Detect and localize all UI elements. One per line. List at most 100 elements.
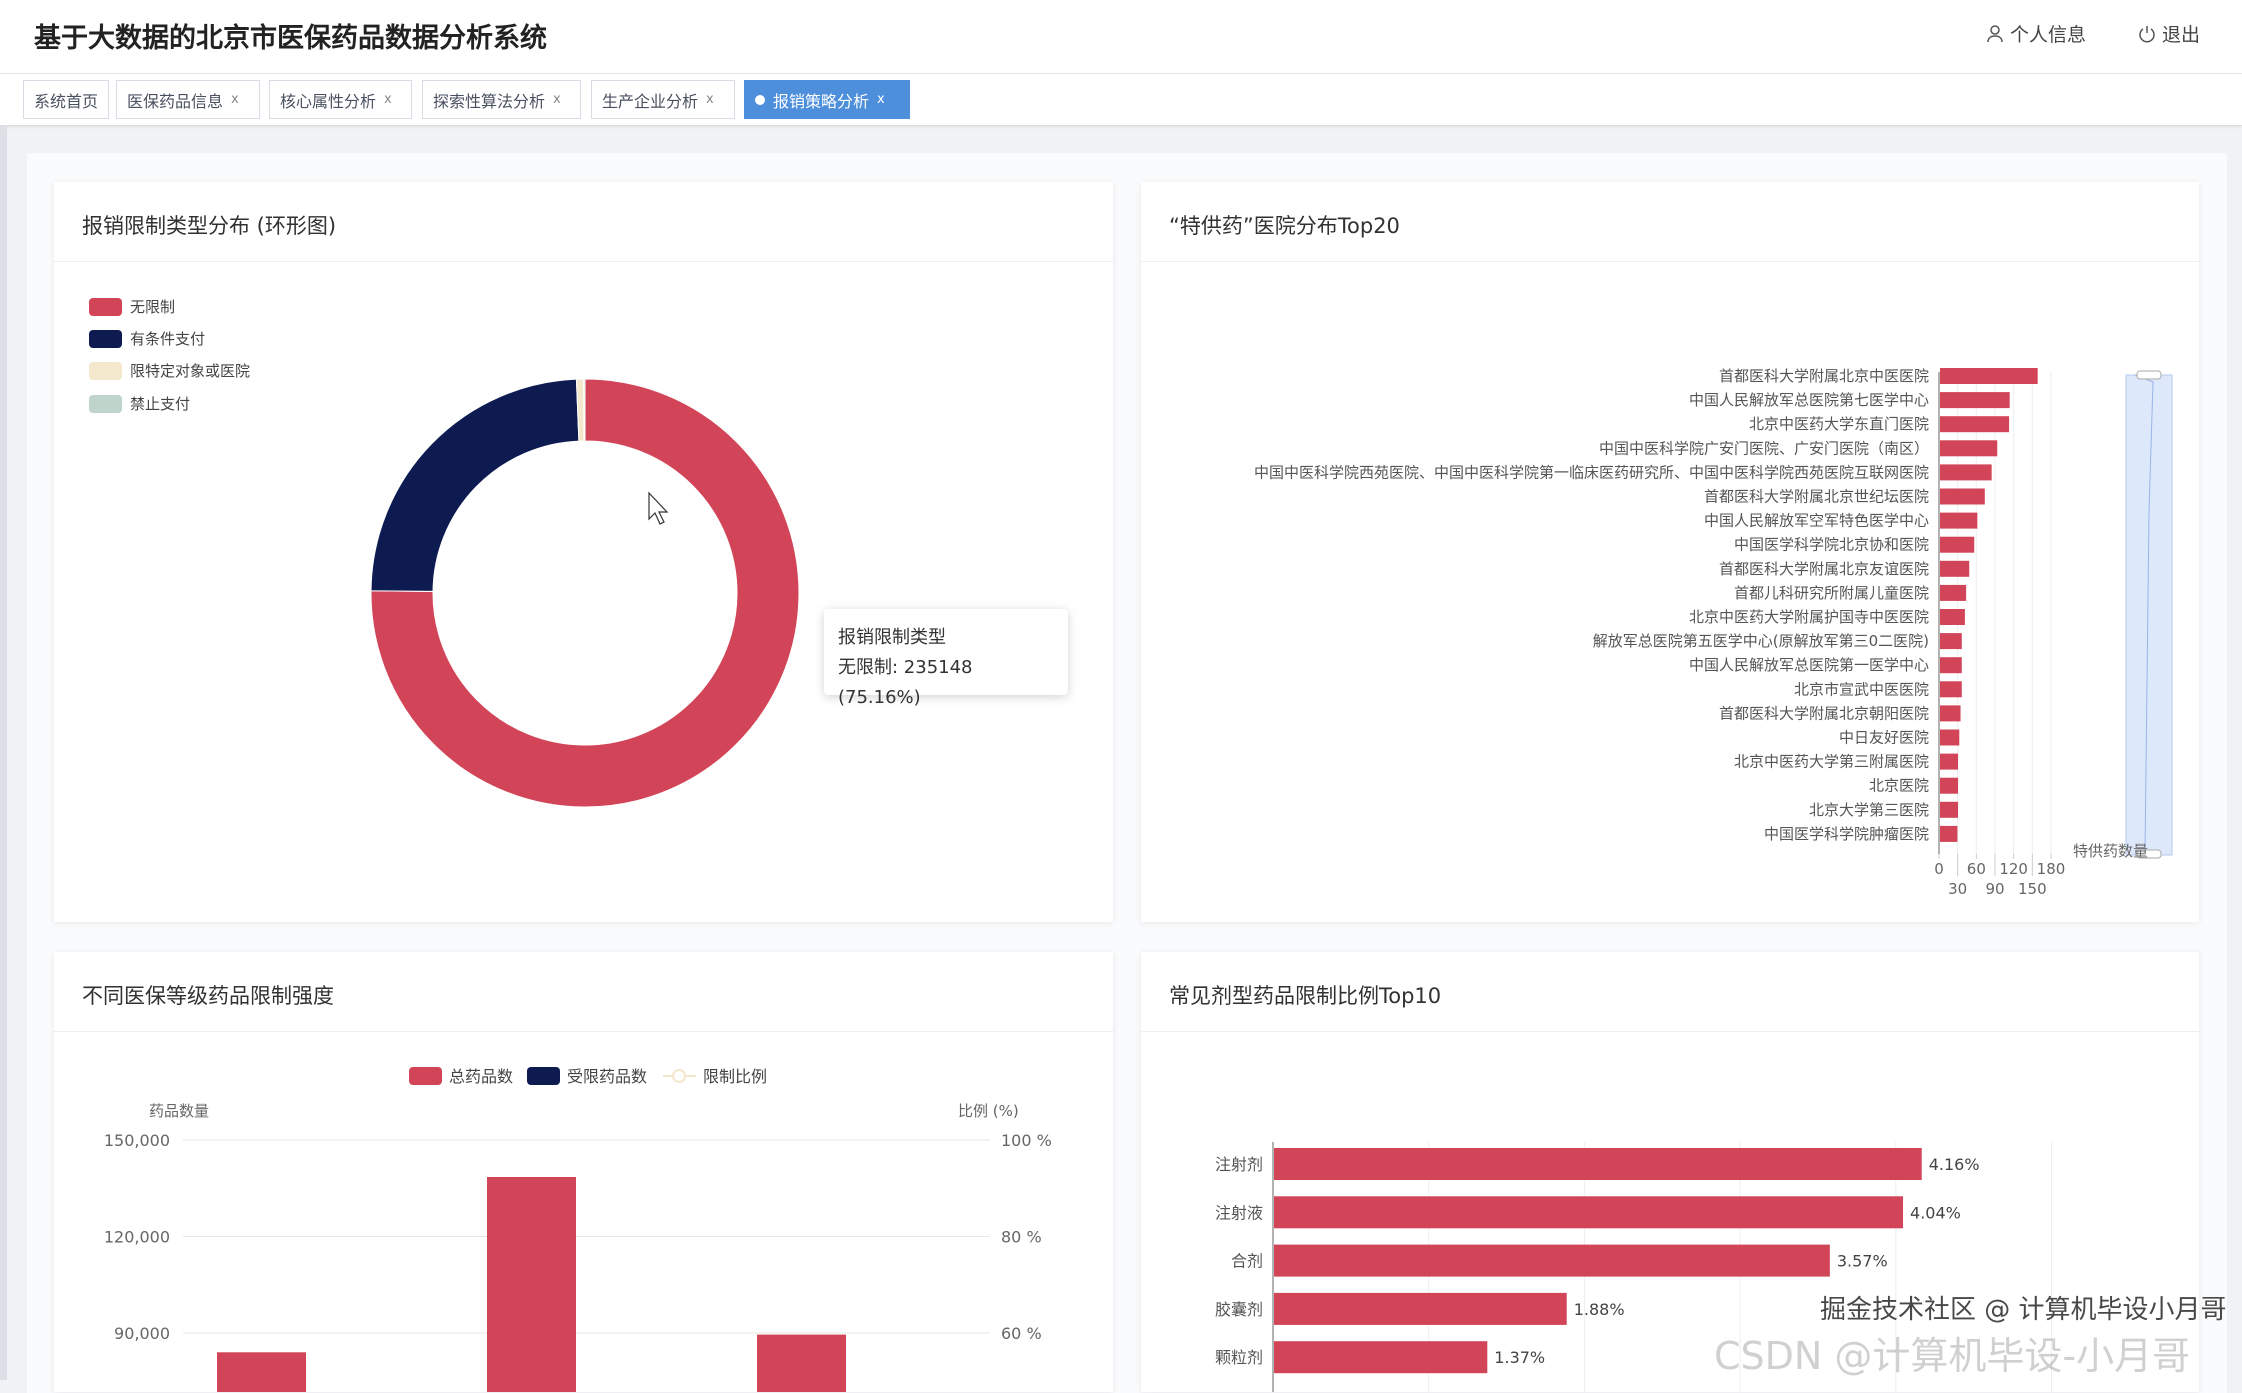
bar[interactable] <box>1274 1244 1830 1277</box>
tab-drug-info[interactable]: 医保药品信息 x <box>116 80 260 119</box>
y-category-label: 首都医科大学附属北京世纪坛医院 <box>1704 488 1929 506</box>
bar[interactable] <box>1274 1292 1567 1325</box>
card-title: 常见剂型药品限制比例Top10 <box>1141 952 2199 1032</box>
data-zoom-handle[interactable] <box>2136 370 2162 380</box>
power-icon <box>2139 25 2155 42</box>
bar[interactable] <box>1940 584 1967 601</box>
bar[interactable] <box>1940 368 2038 384</box>
logout-button[interactable]: 退出 <box>2138 20 2200 47</box>
tab-label: 医保药品信息 <box>127 91 224 111</box>
y-category-label: 中国中医科学院西苑医院、中国中医科学院第一临床医药研究所、中国中医科学院西苑医院… <box>1254 463 1929 481</box>
close-icon[interactable]: x <box>553 92 561 107</box>
legend-label: 限制比例 <box>703 1067 767 1086</box>
y-category-label: 注射液 <box>1215 1203 1263 1222</box>
bar[interactable] <box>1940 440 1998 457</box>
data-zoom-slider[interactable] <box>2125 374 2173 856</box>
tab-core-attributes[interactable]: 核心属性分析 x <box>269 80 412 119</box>
logout-label: 退出 <box>2162 24 2201 46</box>
bar[interactable] <box>1940 801 1959 818</box>
legend-swatch <box>89 394 122 413</box>
data-label: 4.04% <box>1910 1203 1961 1222</box>
legend-item[interactable]: 禁止支付 <box>89 393 190 414</box>
bar[interactable] <box>1940 536 1975 553</box>
tooltip-value: 无限制: 235148 (75.16%) <box>838 657 973 708</box>
card-title: 不同医保等级药品限制强度 <box>54 952 1113 1032</box>
y-category-label: 北京中医药大学东直门医院 <box>1749 415 1929 433</box>
tab-label: 生产企业分析 <box>602 91 699 111</box>
y-category-label: 中国医学科学院北京协和医院 <box>1734 536 1929 554</box>
legend-swatch <box>527 1067 560 1085</box>
y-category-label: 北京中医药大学附属护国寺中医医院 <box>1689 608 1929 626</box>
y-category-label: 胶囊剂 <box>1215 1300 1263 1319</box>
y-category-label: 北京医院 <box>1869 777 1929 795</box>
x-axis-name: 特供药数量 <box>2073 842 2148 860</box>
y-category-label: 首都儿科研究所附属儿童医院 <box>1734 584 1929 602</box>
donut-slice[interactable] <box>583 378 586 442</box>
y-tick-label: 150,000 <box>104 1131 170 1150</box>
tab-manufacturer-analysis[interactable]: 生产企业分析 x <box>591 80 735 119</box>
app-header: 基于大数据的北京市医保药品数据分析系统 个人信息 退出 <box>0 0 2242 74</box>
tab-home[interactable]: 系统首页 <box>23 80 109 119</box>
bar[interactable] <box>1940 512 1978 529</box>
bar[interactable] <box>1940 753 1959 770</box>
bar[interactable] <box>1940 633 1962 650</box>
form-bar-chart[interactable]: 注射剂 4.16% 注射液 4.04% 合剂 3.57% 胶囊剂 1.88% 颗粒剂 1.37% <box>1141 952 2199 1392</box>
donut-slice[interactable] <box>370 378 580 592</box>
app-title: 基于大数据的北京市医保药品数据分析系统 <box>34 23 547 54</box>
user-icon <box>1987 24 2003 42</box>
y-category-label: 中国人民解放军空军特色医学中心 <box>1704 512 1929 530</box>
bar[interactable] <box>757 1334 846 1392</box>
bar[interactable] <box>217 1352 306 1392</box>
bar[interactable] <box>1274 1148 1922 1180</box>
legend-label: 受限药品数 <box>567 1067 647 1086</box>
legend-item[interactable]: 限特定对象或医院 <box>89 360 250 381</box>
bar[interactable] <box>1940 392 2010 409</box>
close-icon[interactable]: x <box>231 92 239 107</box>
legend-label: 禁止支付 <box>130 395 191 413</box>
bar[interactable] <box>1940 416 2010 433</box>
data-zoom-handle[interactable] <box>2136 849 2162 859</box>
tab-reimbursement-strategy[interactable]: 报销策略分析 x <box>744 80 910 119</box>
legend-label: 总药品数 <box>449 1067 513 1086</box>
close-icon[interactable]: x <box>706 92 714 107</box>
bar[interactable] <box>1940 609 1965 625</box>
active-dot-icon <box>755 94 765 105</box>
y-category-label: 中国人民解放军总医院第七医学中心 <box>1689 391 1929 409</box>
legend-item[interactable]: 有条件支付 <box>89 328 205 349</box>
bar[interactable] <box>487 1176 576 1392</box>
bar[interactable] <box>1940 464 1992 481</box>
donut-chart[interactable] <box>54 182 1113 922</box>
legend-marker <box>672 1069 686 1083</box>
close-icon[interactable]: x <box>384 92 392 107</box>
close-icon[interactable]: x <box>877 92 885 107</box>
bar[interactable] <box>1274 1196 1904 1229</box>
x-tick-label: 150 <box>2018 880 2047 898</box>
y-tick-label-right: 100 % <box>1001 1131 1052 1150</box>
y-category-label: 北京中医药大学第三附属医院 <box>1734 753 1929 771</box>
grade-card: 不同医保等级药品限制强度 总药品数 受限药品数 限制比例 药品数量 比例 (%) 150,… <box>54 952 1113 1392</box>
y-tick-label: 90,000 <box>114 1324 170 1343</box>
legend-item[interactable]: 无限制 <box>89 296 175 317</box>
bar[interactable] <box>1940 560 1970 577</box>
bar[interactable] <box>1940 729 1960 746</box>
x-tick-label: 30 <box>1948 880 1967 898</box>
bar[interactable] <box>1940 681 1962 698</box>
bar[interactable] <box>1940 705 1961 722</box>
bar[interactable] <box>1940 825 1958 842</box>
y-category-label: 首都医科大学附属北京朝阳医院 <box>1719 704 1929 722</box>
sidebar-edge <box>0 126 7 1380</box>
data-label: 3.57% <box>1837 1252 1888 1271</box>
legend-label: 无限制 <box>130 298 176 316</box>
profile-button[interactable]: 个人信息 <box>1986 20 2086 47</box>
donut-slice[interactable] <box>370 378 800 808</box>
bar[interactable] <box>1274 1341 1488 1374</box>
x-tick-label: 120 <box>1999 860 2028 878</box>
bar[interactable] <box>1940 488 1985 505</box>
bar[interactable] <box>1940 777 1959 794</box>
y-category-label: 北京大学第三医院 <box>1809 801 1929 819</box>
tab-exploratory-analysis[interactable]: 探索性算法分析 x <box>422 80 581 119</box>
bar[interactable] <box>1940 657 1962 674</box>
legend-swatch <box>89 297 122 316</box>
